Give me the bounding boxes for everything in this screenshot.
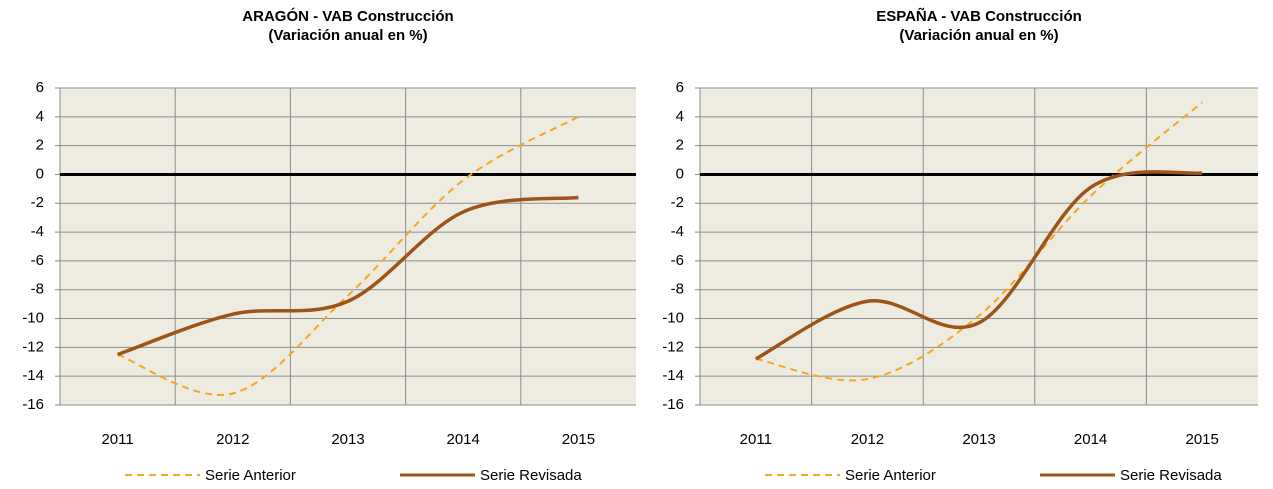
y-tick-label: -16 [22, 396, 44, 413]
line-series [754, 170, 1203, 361]
plot-area [60, 88, 636, 405]
x-tick-label: 2014 [447, 431, 480, 448]
y-tick-label: -2 [31, 194, 44, 211]
y-tick-label: 4 [36, 108, 44, 125]
y-tick-label: 2 [676, 137, 684, 154]
x-tick-label: 2012 [851, 431, 884, 448]
x-tick-label: 2014 [1074, 431, 1107, 448]
plot-area [700, 88, 1258, 405]
y-tick-label: 0 [36, 165, 44, 182]
x-tick-label: 2013 [331, 431, 364, 448]
y-tick-label: -12 [662, 338, 684, 355]
legend-label: Serie Revisada [480, 467, 582, 484]
y-tick-label: -4 [31, 223, 44, 240]
y-tick-label: -16 [662, 396, 684, 413]
chart-title: ESPAÑA - VAB Construcción [876, 7, 1082, 25]
y-tick-label: 6 [676, 79, 684, 96]
chart-subtitle: (Variación anual en %) [268, 27, 427, 44]
x-tick-label: 2011 [101, 431, 133, 448]
y-tick-label: -6 [671, 252, 684, 269]
y-tick-label: -8 [31, 281, 44, 298]
y-tick-label: -12 [22, 338, 44, 355]
legend-label: Serie Revisada [1120, 467, 1222, 484]
chart-subtitle: (Variación anual en %) [899, 27, 1058, 44]
y-tick-label: -14 [662, 367, 684, 384]
x-tick-label: 2013 [962, 431, 995, 448]
x-tick-label: 2011 [740, 431, 772, 448]
y-tick-label: -2 [671, 194, 684, 211]
y-tick-label: -14 [22, 367, 44, 384]
y-tick-label: 2 [36, 137, 44, 154]
line-series [117, 115, 579, 396]
y-tick-label: -4 [671, 223, 684, 240]
chart-title: ARAGÓN - VAB Construcción [242, 7, 453, 25]
y-tick-label: 0 [676, 165, 684, 182]
legend-label: Serie Anterior [845, 467, 936, 484]
y-tick-label: -10 [22, 310, 44, 327]
y-tick-label: -6 [31, 252, 44, 269]
x-tick-label: 2015 [562, 431, 595, 448]
legend-label: Serie Anterior [205, 467, 296, 484]
y-tick-label: 6 [36, 79, 44, 96]
line-series [755, 101, 1203, 382]
x-tick-label: 2012 [216, 431, 249, 448]
y-tick-label: 4 [676, 108, 684, 125]
y-tick-label: -8 [671, 281, 684, 298]
line-series [117, 195, 579, 357]
y-tick-label: -10 [662, 310, 684, 327]
x-tick-label: 2015 [1186, 431, 1219, 448]
